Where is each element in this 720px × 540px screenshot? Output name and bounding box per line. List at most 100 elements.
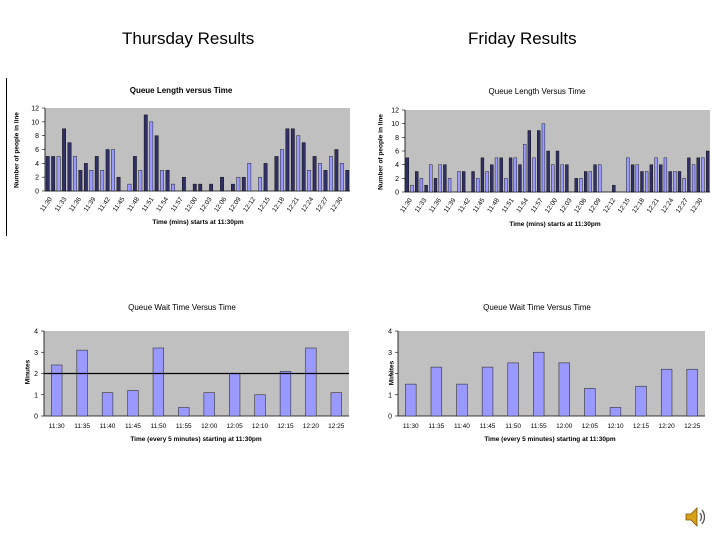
bar (701, 157, 705, 193)
bar (330, 392, 342, 417)
bar (663, 157, 668, 193)
x-tick-label: 12:25 (328, 423, 345, 430)
bar (231, 183, 235, 192)
x-tick-label: 11:40 (454, 423, 470, 430)
bar (160, 170, 164, 192)
chart-title: Queue Wait Time Versus Time (128, 303, 236, 312)
speaker-icon[interactable] (684, 505, 708, 529)
bar (73, 156, 77, 192)
bar (178, 407, 190, 417)
x-tick-label: 11:30 (49, 423, 65, 430)
bar (318, 163, 322, 192)
bar (274, 156, 279, 192)
bar (471, 171, 475, 193)
y-tick-label: 3 (388, 350, 392, 357)
x-tick-label: 11:30 (403, 423, 419, 430)
bar (640, 171, 644, 193)
x-tick-label: 12:15 (633, 423, 650, 430)
bar (419, 178, 424, 193)
bar (51, 364, 63, 417)
x-tick-label: 12:25 (684, 423, 701, 430)
bar (220, 176, 224, 192)
x-tick-label: 12:10 (607, 423, 624, 430)
bar (433, 178, 438, 193)
bar (476, 178, 480, 193)
bar (45, 156, 50, 192)
bar (307, 170, 312, 192)
thursday-heading: Thursday Results (122, 29, 255, 48)
y-tick-label: 12 (391, 108, 399, 115)
y-tick-label: 4 (35, 161, 39, 168)
bar (171, 183, 175, 192)
bar (192, 183, 197, 192)
bar (630, 164, 635, 193)
bar (56, 156, 61, 192)
bar (339, 163, 344, 192)
x-tick-label: 11:50 (505, 423, 521, 430)
y-tick-label: 4 (34, 329, 38, 336)
bar (329, 156, 333, 192)
bar (481, 366, 494, 417)
y-tick-label: 4 (388, 329, 392, 336)
bar (518, 164, 522, 193)
bar (127, 390, 139, 417)
bar (644, 171, 649, 193)
bar (132, 156, 137, 192)
bar (105, 149, 110, 192)
bar (686, 368, 698, 417)
x-tick-label: 12:05 (226, 423, 243, 430)
y-tick-label: 1 (34, 392, 38, 399)
y-tick-label: 3 (34, 350, 38, 357)
bar (285, 128, 290, 192)
bar (687, 157, 691, 193)
x-tick-label: 12:10 (252, 423, 269, 430)
bar (560, 164, 564, 193)
bar (532, 157, 536, 193)
bar (138, 170, 143, 192)
bar (443, 164, 447, 193)
bar (546, 150, 550, 193)
bar (152, 347, 165, 417)
bar (198, 183, 203, 192)
bar (588, 171, 593, 193)
bar (301, 142, 306, 192)
x-tick-label: 11:35 (74, 423, 90, 430)
bar (345, 170, 350, 192)
x-tick-label: 12:00 (201, 423, 218, 430)
bar (696, 157, 700, 193)
bar (51, 156, 56, 192)
bar (209, 183, 214, 192)
y-tick-label: 0 (395, 190, 399, 197)
x-axis-label: Time (mins) starts at 11:30pm (152, 219, 244, 226)
x-axis-label: Time (every 5 minutes) starting at 11:30… (130, 436, 262, 443)
bar (116, 176, 121, 192)
bar (508, 157, 513, 193)
bar (673, 171, 677, 193)
bar (424, 184, 428, 193)
bar (527, 130, 532, 193)
bar (334, 149, 339, 192)
x-tick-label: 11:45 (480, 423, 496, 430)
bar (247, 163, 252, 192)
bar (513, 157, 517, 193)
bar (579, 178, 583, 193)
bar (583, 171, 588, 193)
bar (612, 184, 616, 193)
bar (668, 171, 672, 193)
y-tick-label: 2 (395, 176, 399, 183)
bar (67, 142, 72, 192)
bar (522, 143, 527, 193)
bar (480, 157, 485, 193)
bar (62, 128, 66, 192)
y-tick-label: 10 (391, 121, 399, 128)
x-axis-label: Time (mins) starts at 11:30pm (509, 221, 601, 228)
y-tick-label: 0 (35, 189, 39, 196)
bar (143, 114, 148, 192)
bar (405, 157, 410, 193)
bar (654, 157, 658, 193)
bar (296, 135, 301, 192)
bar (181, 176, 186, 192)
bar (565, 164, 569, 193)
bar (598, 164, 602, 193)
